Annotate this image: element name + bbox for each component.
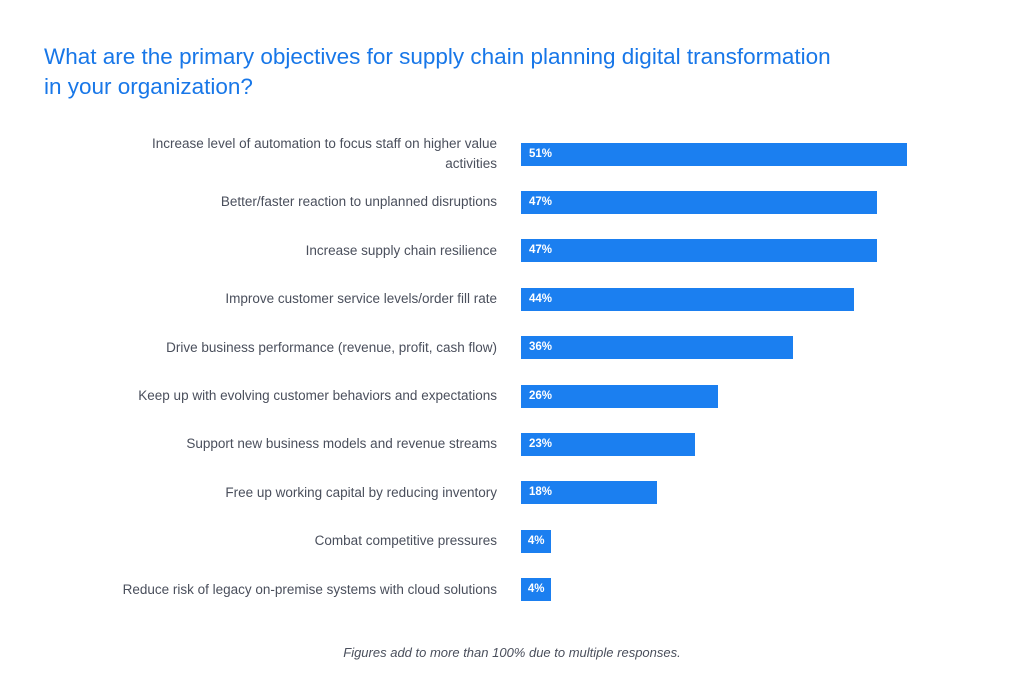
bar-value-label: 4%: [527, 534, 545, 547]
category-label: Reduce risk of legacy on-premise systems…: [122, 581, 497, 597]
category-label: Improve customer service levels/order fi…: [225, 291, 497, 307]
bar-value-label: 26%: [529, 389, 553, 402]
bar-value-label: 47%: [529, 195, 553, 208]
category-label: Free up working capital by reducing inve…: [225, 484, 497, 500]
chart-footnote: Figures add to more than 100% due to mul…: [343, 645, 681, 660]
bar-value-label: 36%: [529, 341, 553, 354]
bar: 4%: [521, 529, 552, 553]
bar-value-label: 51%: [529, 147, 553, 160]
bar: 18%: [521, 481, 658, 505]
bar: 26%: [521, 384, 718, 408]
bar: 36%: [521, 336, 794, 360]
bar: 51%: [521, 142, 907, 166]
category-label: Better/faster reaction to unplanned disr…: [220, 194, 497, 210]
bar: 4%: [521, 578, 552, 602]
bar-value-label: 44%: [529, 292, 553, 305]
bar-value-label: 47%: [529, 244, 553, 257]
category-label: Increase supply chain resilience: [305, 242, 497, 258]
bar-value-label: 18%: [529, 486, 553, 499]
bar: 47%: [521, 190, 877, 214]
bar: 47%: [521, 239, 877, 263]
bar: 23%: [521, 432, 696, 456]
bar: 44%: [521, 287, 855, 311]
category-label: Increase level of automation to focus st…: [152, 136, 497, 171]
bar-value-label: 4%: [527, 583, 545, 596]
category-label: Support new business models and revenue …: [186, 436, 497, 452]
category-label: Drive business performance (revenue, pro…: [166, 339, 497, 355]
bar-value-label: 23%: [529, 437, 553, 450]
category-label: Keep up with evolving customer behaviors…: [138, 388, 497, 403]
category-label: Combat competitive pressures: [314, 533, 497, 549]
chart-title: What are the primary objectives for supp…: [44, 44, 831, 99]
